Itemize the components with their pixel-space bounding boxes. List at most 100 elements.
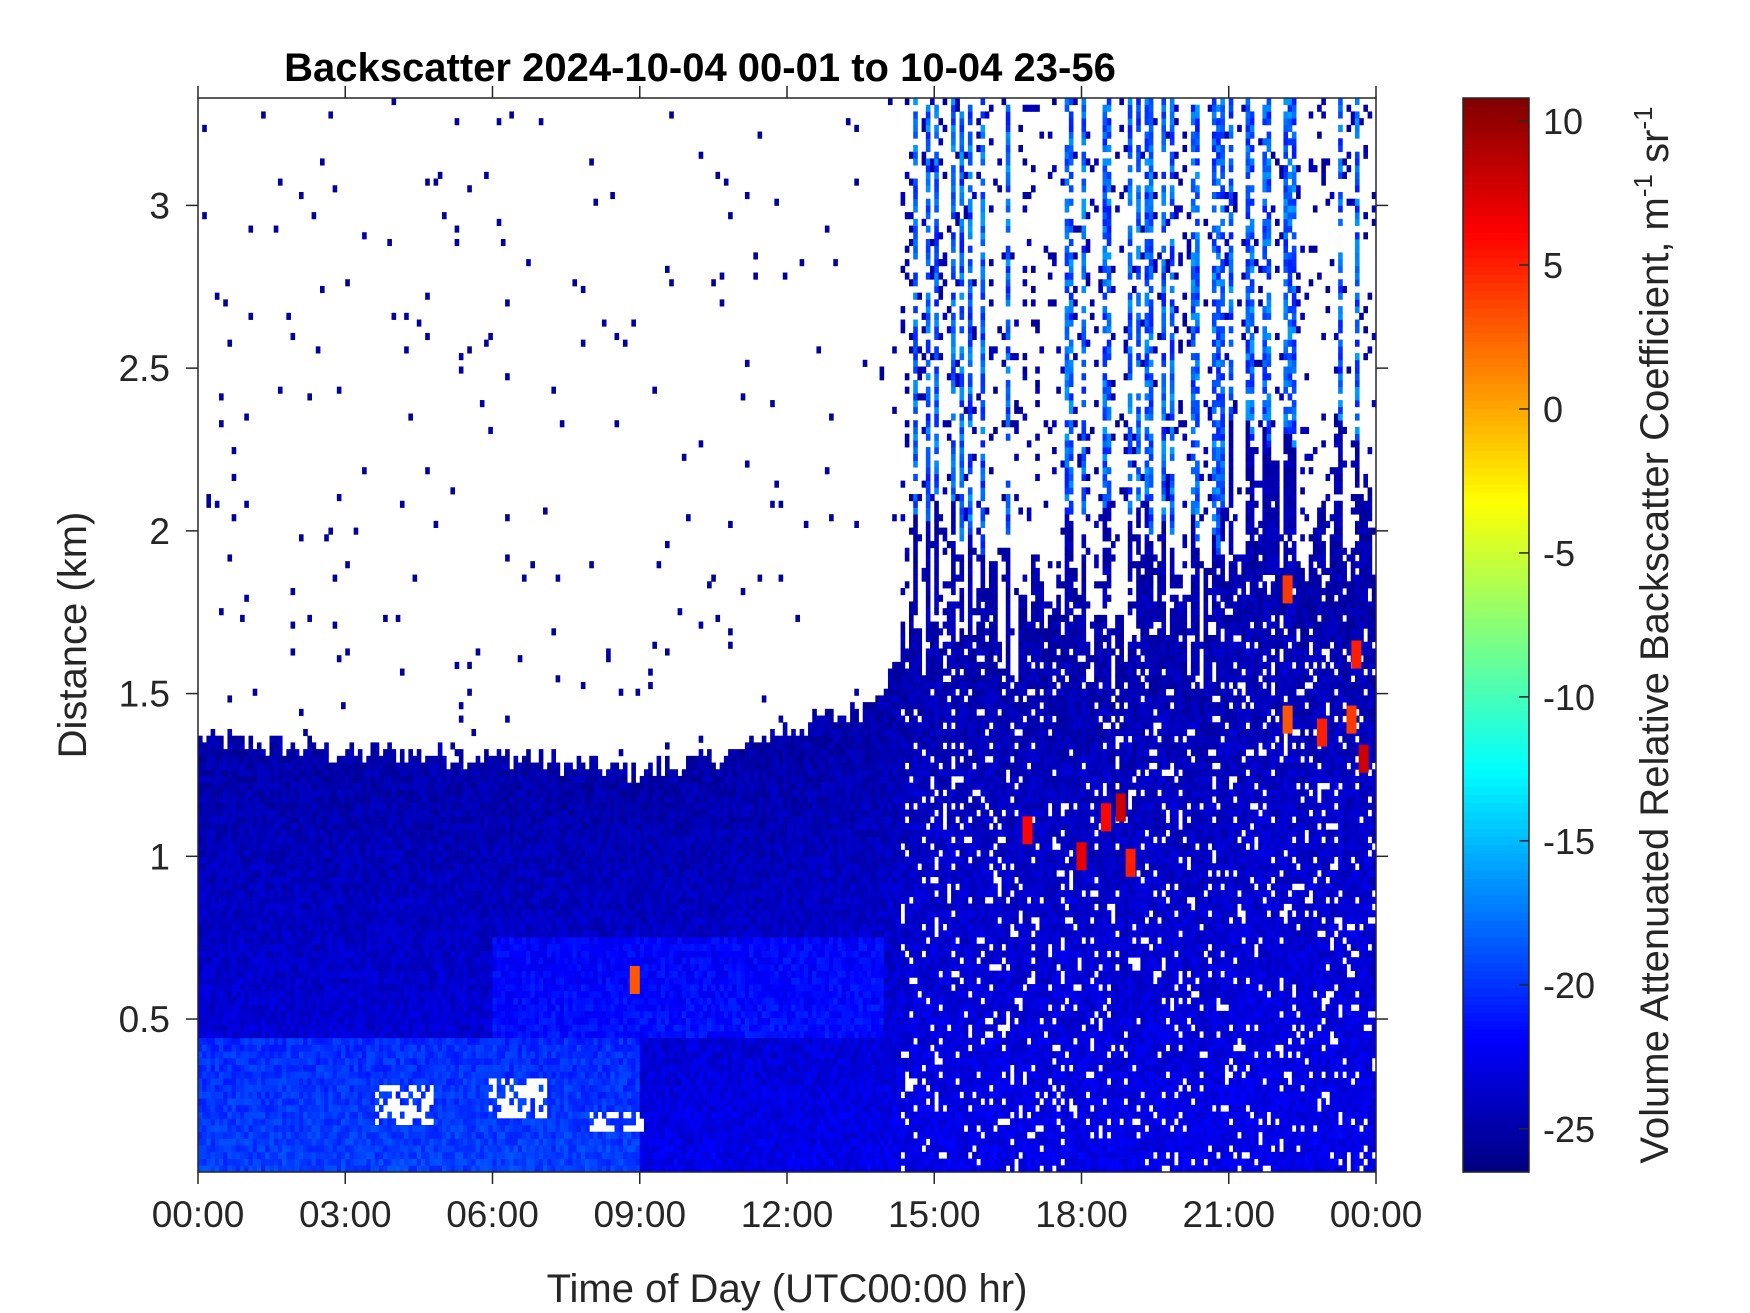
heatmap-cell xyxy=(521,903,527,911)
heatmap-cell xyxy=(357,836,363,844)
heatmap-cell xyxy=(307,984,312,992)
heatmap-cell xyxy=(450,1037,456,1045)
heatmap-cell xyxy=(273,836,279,844)
heatmap-cell xyxy=(320,1098,325,1106)
heatmap-cell xyxy=(492,796,498,804)
heatmap-cell xyxy=(383,1064,388,1072)
heatmap-cell xyxy=(429,1031,434,1039)
heatmap-cell xyxy=(311,910,317,918)
heatmap-cell xyxy=(425,896,430,904)
heatmap-cell xyxy=(395,1125,401,1133)
heatmap-cell xyxy=(488,1145,493,1153)
heatmap-cell xyxy=(437,1084,443,1092)
heatmap-cell xyxy=(391,1010,397,1019)
heatmap-cell xyxy=(277,789,283,797)
heatmap-cell xyxy=(345,1051,350,1059)
heatmap-cell xyxy=(521,816,527,824)
heatmap-cell xyxy=(286,755,291,763)
heatmap-cell xyxy=(526,1118,531,1126)
heatmap-cell xyxy=(252,749,258,757)
heatmap-cell xyxy=(408,849,413,857)
heatmap-cell xyxy=(513,769,519,777)
heatmap-cell xyxy=(336,775,342,784)
heatmap-cell xyxy=(467,1024,472,1032)
heatmap-cell xyxy=(206,1111,212,1119)
heatmap-cell xyxy=(210,728,216,737)
heatmap-cell xyxy=(526,762,531,770)
heatmap-cell xyxy=(366,923,371,931)
heatmap-cell xyxy=(336,782,342,790)
heatmap-cell xyxy=(471,1064,477,1072)
heatmap-cell xyxy=(404,883,409,891)
heatmap-cell xyxy=(315,916,321,925)
heatmap-cell xyxy=(399,809,405,817)
heatmap-cell xyxy=(471,775,477,784)
heatmap-cell xyxy=(294,782,300,790)
heatmap-cell xyxy=(500,1071,506,1079)
heatmap-cell xyxy=(433,1165,439,1173)
heatmap-cell xyxy=(420,856,426,864)
heatmap-cell xyxy=(332,1118,338,1126)
heatmap-cell xyxy=(521,957,527,965)
heatmap-cell xyxy=(349,1158,355,1166)
heatmap-cell xyxy=(324,1044,329,1052)
heatmap-cell xyxy=(298,970,304,978)
heatmap-cell xyxy=(488,1010,493,1019)
heatmap-cell xyxy=(454,1051,460,1059)
heatmap-cell xyxy=(458,1145,464,1153)
heatmap-cell xyxy=(362,977,367,985)
heatmap-cell xyxy=(227,339,233,347)
heatmap-cell xyxy=(282,957,287,965)
heatmap-cell xyxy=(467,1165,472,1173)
heatmap-cell xyxy=(341,1031,346,1039)
heatmap-cell xyxy=(509,869,514,878)
heatmap-cell xyxy=(416,923,422,931)
heatmap-cell xyxy=(471,1151,477,1159)
heatmap-cell xyxy=(429,977,434,985)
heatmap-cell xyxy=(475,856,481,864)
heatmap-cell xyxy=(206,916,212,925)
heatmap-cell xyxy=(320,876,325,884)
heatmap-cell xyxy=(294,930,300,938)
heatmap-cell xyxy=(391,1071,397,1079)
heatmap-cell xyxy=(240,1111,245,1119)
heatmap-cell xyxy=(244,594,249,602)
heatmap-cell xyxy=(315,1145,321,1153)
heatmap-cell xyxy=(391,984,397,992)
heatmap-cell xyxy=(320,816,325,824)
heatmap-cell xyxy=(265,1131,270,1139)
heatmap-cell xyxy=(206,1098,212,1106)
heatmap-cell xyxy=(404,863,409,871)
heatmap-cell xyxy=(412,762,418,770)
heatmap-cell xyxy=(496,1131,502,1139)
heatmap-cell xyxy=(298,863,304,871)
heatmap-cell xyxy=(332,1057,338,1065)
heatmap-cell xyxy=(425,809,430,817)
heatmap-cell xyxy=(471,796,477,804)
heatmap-cell xyxy=(450,863,456,871)
heatmap-cell xyxy=(202,984,207,992)
heatmap-cell xyxy=(446,963,451,972)
heatmap-cell xyxy=(484,1084,489,1092)
heatmap-cell xyxy=(341,755,346,763)
heatmap-cell xyxy=(362,467,367,475)
heatmap-cell xyxy=(202,1111,207,1119)
heatmap-cell xyxy=(256,910,262,918)
heatmap-cell xyxy=(450,977,456,985)
heatmap-cell xyxy=(265,916,270,925)
heatmap-cell xyxy=(425,1004,430,1012)
heatmap-cell xyxy=(362,1151,367,1159)
heatmap-cell xyxy=(370,796,376,804)
heatmap-cell xyxy=(362,802,367,810)
heatmap-cell xyxy=(420,890,426,898)
heatmap-cell xyxy=(269,1145,275,1153)
heatmap-cell xyxy=(433,1057,439,1065)
heatmap-cell xyxy=(454,883,460,891)
heatmap-cell xyxy=(408,843,413,851)
heatmap-cell xyxy=(227,755,233,763)
heatmap-cell xyxy=(391,1057,397,1065)
heatmap-cell xyxy=(202,997,207,1005)
heatmap-cell xyxy=(357,916,363,925)
heatmap-cell xyxy=(353,1118,359,1126)
heatmap-cell xyxy=(471,1031,477,1039)
